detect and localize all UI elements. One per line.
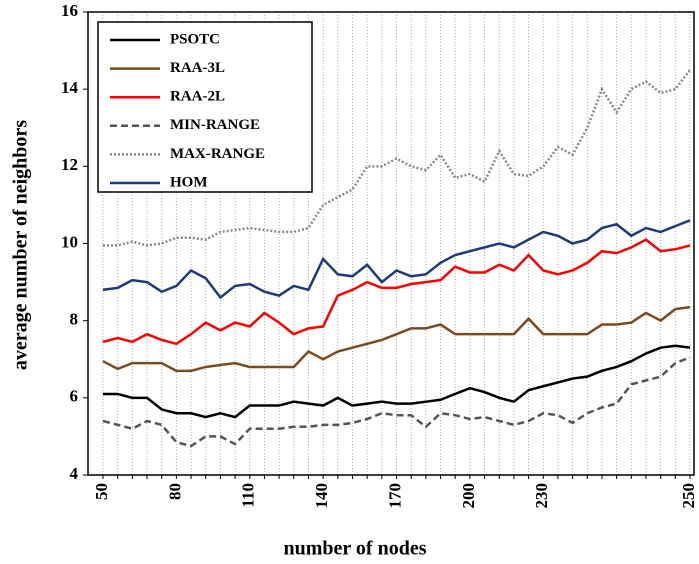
legend-label: RAA-2L [170,89,225,105]
x-tick-label: 170 [385,483,404,509]
series-line [102,219,691,300]
legend-label: RAA-3L [170,60,225,76]
y-tick-label: 10 [61,232,78,251]
legend-label: PSOTC [170,31,220,47]
x-axis-title: number of nodes [284,538,427,560]
x-tick-label: 250 [679,483,698,509]
series-line [102,305,691,373]
series-line [102,238,691,346]
x-tick-label: 230 [532,483,551,509]
series-line [103,344,691,419]
x-tick-label: 50 [92,483,111,500]
x-tick-label: 80 [165,483,184,500]
y-tick-label: 14 [61,78,79,97]
legend-box [97,21,313,193]
y-tick-label: 4 [70,464,79,483]
x-tick-label: 110 [239,483,258,508]
legend-label: MAX-RANGE [170,146,265,162]
y-tick-label: 12 [61,155,78,174]
legend-label: MIN-RANGE [170,117,260,133]
y-axis-title: average number of neighbors [10,120,32,370]
y-tick-label: 8 [70,310,79,329]
x-tick-label: 140 [312,483,331,509]
y-tick-label: 6 [70,387,79,406]
series-line [102,356,691,448]
series-line [103,69,691,247]
legend: PSOTC RAA-3L RAA-2L MIN-RANGE MAX-RANGE HOM [97,21,313,193]
x-tick-label: 200 [459,483,478,509]
legend-label: HOM [170,174,208,190]
y-tick-label: 16 [61,1,78,20]
